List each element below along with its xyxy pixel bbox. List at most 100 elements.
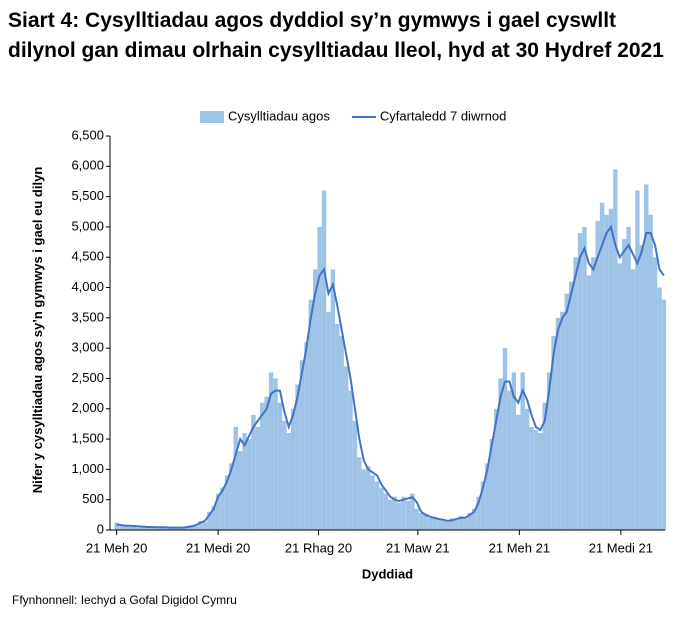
bar [348,390,353,530]
bar [202,522,208,530]
bar [388,499,393,530]
bar [118,526,124,530]
bar [193,526,199,530]
bar [591,257,596,530]
bar [418,513,424,530]
bar [441,519,446,530]
bar [401,496,406,530]
bar [542,402,547,530]
legend-swatch [200,111,224,123]
bar [167,528,172,530]
bar [529,426,534,530]
bar [573,257,578,530]
bar [524,408,530,530]
bar [189,525,194,530]
bar [335,323,340,530]
chart-title: Siart 4: Cysylltiadau agos dyddiol sy’n … [8,9,664,62]
bar [264,396,269,530]
bar [582,226,587,530]
bar [630,269,636,530]
bar [304,342,309,530]
bar [127,526,133,530]
legend-label: Cyfartaledd 7 diwrnod [380,108,506,123]
bar [498,378,503,530]
bar [551,336,556,530]
bar [290,408,296,530]
y-tick-label: 4,500 [71,249,104,264]
y-tick-label: 1,000 [71,461,104,476]
bar [211,505,216,530]
bar [140,525,146,530]
bar [423,513,428,530]
bar [370,475,375,530]
bar [639,245,645,530]
x-tick-label: 21 Medi 20 [186,540,250,555]
bar [207,511,212,530]
y-axis-title: Nifer y cysylltiadau agos sy’n gymwys i … [30,166,45,494]
x-tick-label: 21 Meh 21 [489,540,550,555]
bar [621,239,627,531]
bar [374,481,380,530]
bar [162,527,168,530]
bar [123,524,128,530]
y-tick-label: 2,000 [71,400,104,415]
bar [246,439,252,530]
y-tick-label: 4,000 [71,279,104,294]
bar [158,526,163,530]
bar [502,348,508,530]
bar [516,414,521,530]
bar [507,390,512,530]
bar [617,263,622,530]
bar [613,169,618,531]
bar [237,451,243,530]
x-tick-label: 21 Maw 21 [386,540,450,555]
bar [626,226,631,530]
y-tick-label: 6,000 [71,158,104,173]
bar [485,463,490,530]
source-note: Ffynhonnell: Iechyd a Gofal Digidol Cymr… [12,593,237,607]
x-tick-label: 21 Medi 21 [589,540,653,555]
bar [352,420,358,530]
y-tick-label: 1,500 [71,431,104,446]
bar [277,402,283,530]
bar [136,527,141,530]
bar [198,520,203,530]
bar [326,311,331,530]
bar [449,518,455,530]
bar [471,508,477,530]
bar [436,520,442,530]
bar [114,522,119,530]
y-tick-label: 5,000 [71,218,104,233]
bar [365,466,371,530]
bar [149,526,155,530]
bar [463,519,468,530]
bar [586,275,592,530]
bar [154,528,159,530]
bar [242,433,247,530]
bar [644,184,649,530]
bar [569,281,574,530]
bar [493,408,499,530]
bar [361,469,366,530]
bar [476,496,481,530]
bar [224,475,230,530]
bar [295,384,300,530]
bar [560,311,565,530]
y-tick-label: 3,000 [71,340,104,355]
bar [546,372,552,530]
bar [405,500,411,530]
bar [233,426,238,530]
x-tick-label: 21 Rhag 20 [285,540,352,555]
bar [652,257,658,530]
bar [145,527,150,530]
bar [396,502,402,530]
bar [229,463,234,530]
bar [458,516,464,530]
bar [330,269,336,530]
y-tick-label: 5,500 [71,188,104,203]
bar [608,208,614,530]
bar [392,496,397,530]
y-tick-label: 3,500 [71,309,104,324]
bar [410,493,415,530]
